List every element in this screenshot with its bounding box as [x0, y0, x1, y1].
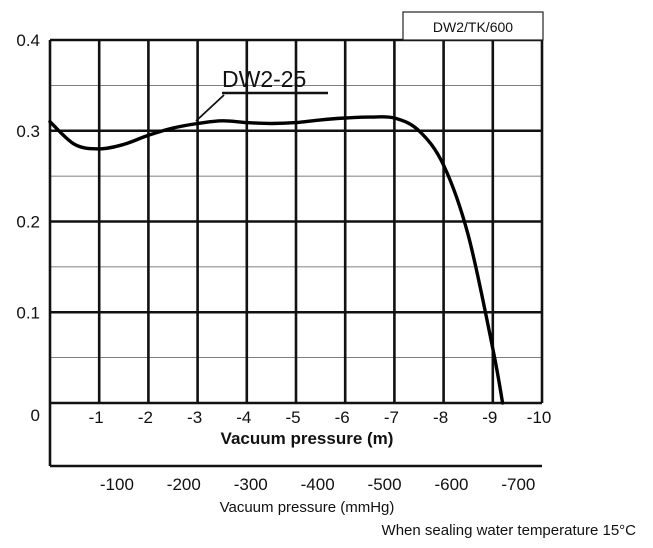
x-tick-labels-m: -1 -2 -3 -4 -5 -6 -7 -8 -9 -10 [89, 408, 552, 427]
y-tick-labels: 0.4 0.3 0.2 0.1 0 [16, 31, 40, 425]
x-tick-label-mmhg: -600 [434, 475, 468, 494]
x-tick-label-m: -8 [433, 408, 448, 427]
x-tick-label-mmhg: -700 [501, 475, 535, 494]
x-tick-label-mmhg: -100 [100, 475, 134, 494]
x-tick-label-mmhg: -200 [167, 475, 201, 494]
x-tick-label-mmhg: -500 [368, 475, 402, 494]
x-tick-label-m: -3 [187, 408, 202, 427]
x-tick-label-m: -7 [384, 408, 399, 427]
x-axis-title-secondary: Vacuum pressure (mmHg) [220, 499, 395, 516]
y-tick-label: 0 [31, 406, 40, 425]
model-label: DW2/TK/600 [433, 19, 513, 35]
x-tick-label-mmhg: -400 [301, 475, 335, 494]
series-label: DW2-25 [222, 66, 306, 92]
x-tick-label-m: -9 [482, 408, 497, 427]
x-tick-labels-mmhg: -100 -200 -300 -400 -500 -600 -700 [100, 475, 536, 494]
series-label-leader [195, 94, 225, 122]
chart-note: When sealing water temperature 15°C [382, 522, 637, 539]
x-axis-title: Vacuum pressure (m) [221, 429, 394, 448]
major-gridlines [50, 40, 542, 403]
x-tick-label-m: -4 [236, 408, 251, 427]
x-tick-label-m: -2 [138, 408, 153, 427]
series-curves [48, 115, 505, 405]
y-tick-label: 0.3 [16, 122, 40, 141]
y-tick-label: 0.2 [16, 213, 40, 232]
x-tick-label-mmhg: -300 [234, 475, 268, 494]
series-line-dw2-25 [48, 115, 505, 405]
y-tick-label: 0.1 [16, 303, 40, 322]
x-tick-label-m: -5 [285, 408, 300, 427]
x-tick-label-m: -1 [89, 408, 104, 427]
x-tick-label-m: -6 [335, 408, 350, 427]
y-tick-label: 0.4 [16, 31, 40, 50]
x-tick-label-m: -10 [527, 408, 552, 427]
model-label-box [402, 11, 544, 41]
